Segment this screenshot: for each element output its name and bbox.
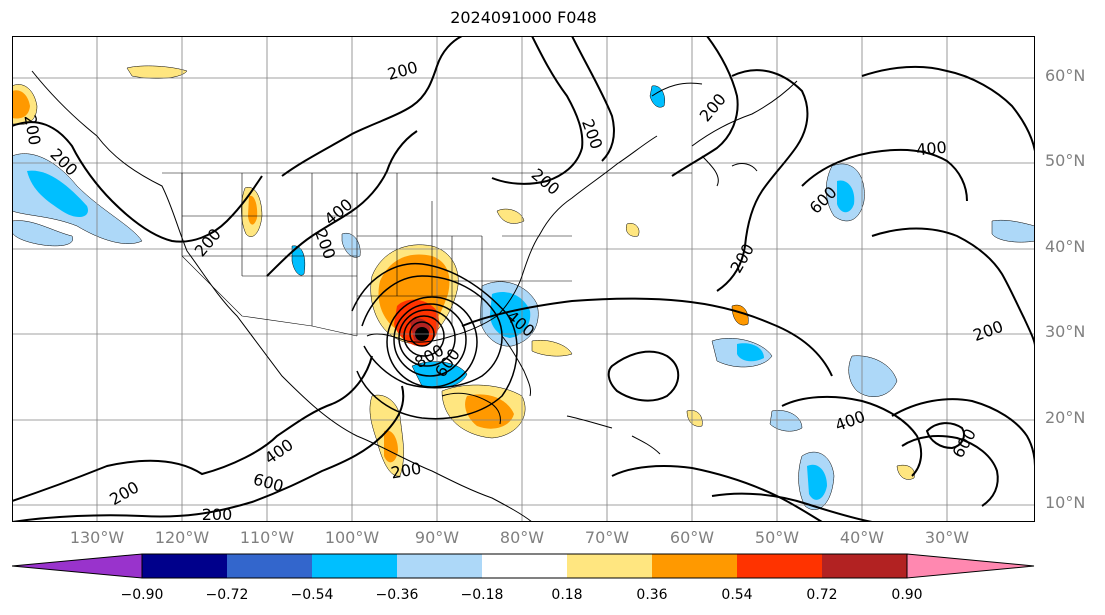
colorbar-tick: −0.18 [460, 587, 504, 603]
colorbar-tick: 0.36 [636, 587, 668, 603]
lon-label: 90°W [414, 528, 460, 547]
map-frame [12, 36, 1035, 522]
colorbar-tick: 0.90 [891, 587, 923, 603]
contour-lines [12, 36, 1035, 522]
colorbar-tick: −0.36 [375, 587, 419, 603]
lon-label: 80°W [499, 528, 545, 547]
lat-label: 20°N [1045, 408, 1086, 427]
colorbar-tick: 0.72 [806, 587, 838, 603]
coastlines [31, 70, 798, 522]
lon-label: 70°W [584, 528, 630, 547]
hurricane-contours [351, 262, 518, 420]
lat-label: 50°N [1045, 151, 1086, 170]
colorbar-cell [737, 554, 822, 578]
lon-label: 50°W [754, 528, 800, 547]
colorbar-extend-high [906, 553, 1035, 579]
state-borders [162, 172, 692, 337]
lon-label: 130°W [69, 528, 125, 547]
lon-label: 120°W [154, 528, 210, 547]
colorbar-tick: 0.18 [551, 587, 583, 603]
lon-label: 60°W [669, 528, 715, 547]
colorbar-tick: −0.72 [205, 587, 249, 603]
colorbar [12, 553, 1035, 579]
map-panel: 200 200 200 200 200 200 200 200 200 200 … [12, 36, 1035, 522]
colorbar-tick: −0.54 [290, 587, 334, 603]
lat-label: 30°N [1045, 322, 1086, 341]
colorbar-cell [227, 554, 312, 578]
colorbar-cell [567, 554, 652, 578]
colorbar-cell [142, 554, 227, 578]
colorbar-cell [482, 554, 567, 578]
lon-label: 100°W [324, 528, 380, 547]
graticule [12, 36, 1035, 522]
lat-label: 10°N [1045, 493, 1086, 512]
contour-label: 400 [915, 138, 947, 160]
lon-label: 30°W [924, 528, 970, 547]
colorbar-cell [652, 554, 737, 578]
colorbar-cell [822, 554, 907, 578]
colorbar-tick: 0.54 [721, 587, 753, 603]
contour-label: 200 [202, 505, 233, 522]
colorbar-tick: −0.90 [120, 587, 164, 603]
lat-label: 40°N [1045, 237, 1086, 256]
lat-label: 60°N [1045, 66, 1086, 85]
colorbar-cell [312, 554, 397, 578]
colorbar-cell [397, 554, 482, 578]
colorbar-extend-low [12, 553, 143, 579]
map-title: 2024091000 F048 [450, 8, 597, 27]
colorbar-outline [141, 553, 908, 579]
lon-label: 110°W [239, 528, 295, 547]
lon-label: 40°W [839, 528, 885, 547]
